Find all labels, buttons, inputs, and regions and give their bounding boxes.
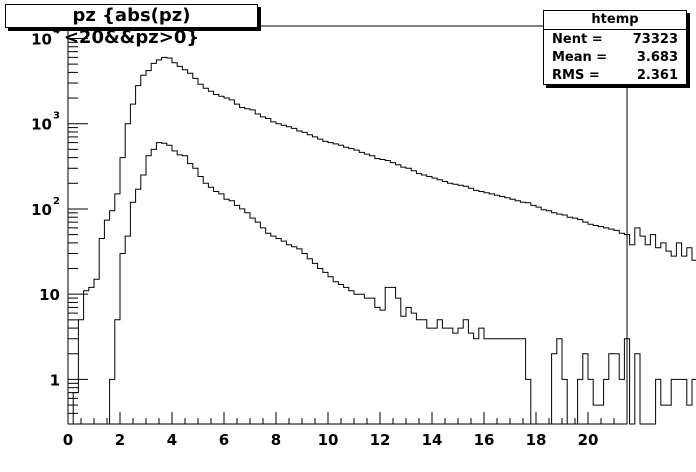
x-tick-label: 18 bbox=[526, 431, 547, 449]
stats-row-rms: RMS = 2.361 bbox=[552, 67, 678, 85]
histogram-series-1 bbox=[68, 56, 696, 425]
x-tick-label: 10 bbox=[318, 431, 339, 449]
x-tick-label: 0 bbox=[63, 431, 73, 449]
x-tick-label: 20 bbox=[578, 431, 599, 449]
stats-box: htemp Nent = 73323 Mean = 3.683 RMS = 2.… bbox=[543, 10, 687, 85]
stats-value-rms: 2.361 bbox=[636, 68, 678, 83]
x-tick-label: 12 bbox=[370, 431, 391, 449]
x-tick-label: 2 bbox=[115, 431, 125, 449]
x-tick-label: 14 bbox=[422, 431, 443, 449]
stats-label-rms: RMS = bbox=[552, 68, 600, 83]
y-tick-exponent: 2 bbox=[53, 196, 60, 207]
y-tick-label: 1 bbox=[50, 371, 60, 389]
x-tick-label: 6 bbox=[219, 431, 229, 449]
x-tick-label: 4 bbox=[167, 431, 177, 449]
y-tick-label: 10 bbox=[31, 30, 52, 48]
stats-label-mean: Mean = bbox=[552, 50, 608, 65]
chart-title-box: pz {abs(pz)<20&&pz>0} bbox=[5, 4, 258, 48]
stats-value-mean: 3.683 bbox=[636, 50, 678, 65]
y-tick-label: 10 bbox=[31, 116, 52, 134]
stats-label-entries: Nent = bbox=[552, 32, 603, 47]
stats-row-entries: Nent = 73323 bbox=[552, 31, 678, 49]
chart-title: pz {abs(pz)<20&&pz>0} bbox=[63, 5, 200, 48]
y-tick-label: 10 bbox=[39, 286, 60, 304]
histogram-series-2 bbox=[68, 142, 696, 425]
y-tick-exponent: 4 bbox=[53, 25, 60, 36]
plot-frame bbox=[67, 25, 628, 425]
stats-value-entries: 73323 bbox=[632, 32, 678, 47]
stats-row-mean: Mean = 3.683 bbox=[552, 49, 678, 67]
x-tick-label: 8 bbox=[271, 431, 281, 449]
y-tick-label: 10 bbox=[31, 201, 52, 219]
y-tick-exponent: 3 bbox=[53, 111, 60, 122]
stats-name: htemp bbox=[591, 12, 639, 27]
x-tick-label: 16 bbox=[474, 431, 495, 449]
stats-divider bbox=[544, 29, 686, 30]
